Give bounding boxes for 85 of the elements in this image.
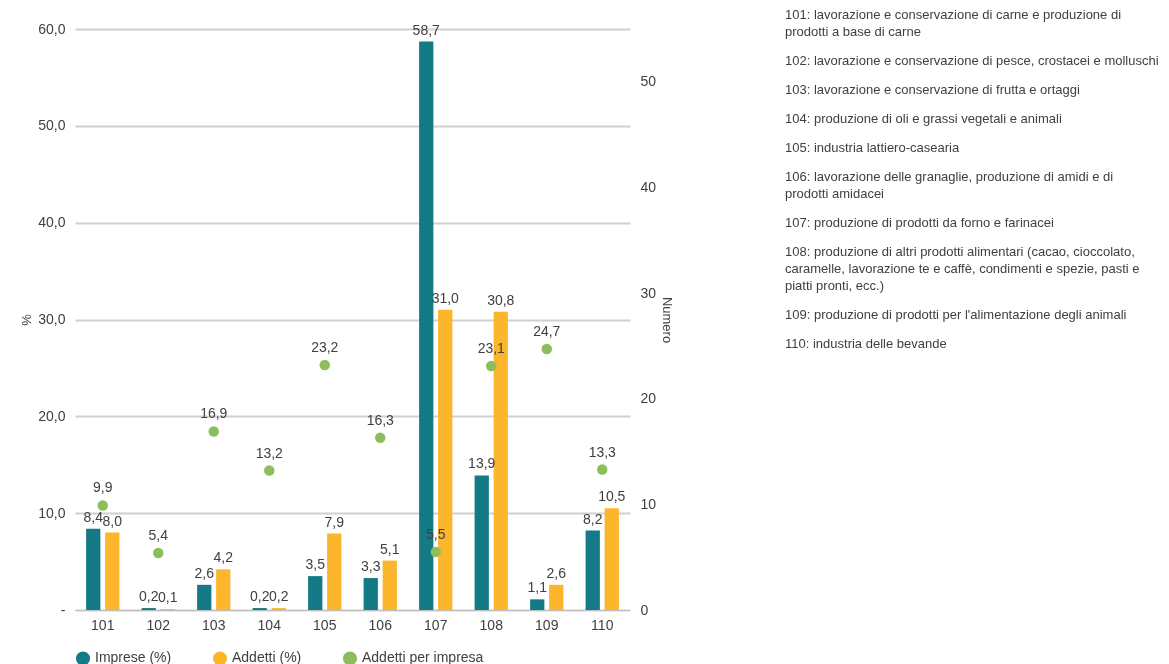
- y-tick-label: 10,0: [38, 504, 66, 521]
- data-label: 8,2: [583, 510, 603, 527]
- y2-tick-label: 50: [640, 73, 657, 90]
- data-label: 30,8: [487, 291, 515, 308]
- data-label: 2,6: [194, 564, 215, 581]
- x-tick-label: 105: [313, 616, 337, 633]
- y2-tick-label: 0: [640, 601, 649, 618]
- y-tick-label: -: [60, 601, 66, 618]
- x-tick-label: 102: [146, 616, 171, 633]
- data-label: 1,1: [527, 579, 548, 596]
- data-label: 2,6: [546, 564, 567, 581]
- bar: [197, 584, 212, 610]
- data-label: 9,9: [93, 479, 113, 496]
- y-tick-label: 40,0: [38, 214, 66, 231]
- bar: [474, 475, 489, 610]
- bar: [308, 576, 323, 610]
- data-label: 23,2: [311, 338, 339, 355]
- data-label: 3,5: [305, 556, 326, 573]
- data-label: 8,4: [83, 508, 104, 525]
- bar: [105, 532, 120, 610]
- point: [264, 465, 275, 476]
- point: [319, 359, 330, 371]
- point: [208, 426, 219, 437]
- point: [97, 500, 108, 511]
- data-label: 4,2: [213, 549, 234, 566]
- data-label: 0,1: [158, 589, 178, 606]
- text: 109: produzione di prodotti per l'alimentazione degli animali: [785, 306, 1128, 323]
- bar: [86, 528, 101, 610]
- data-label: 0,2: [139, 588, 159, 605]
- data-label: 7,9: [324, 513, 345, 530]
- y-axis-title: %: [19, 313, 35, 326]
- data-label: 3,3: [361, 558, 381, 575]
- data-label: 58,7: [412, 21, 441, 38]
- data-label: 5,4: [148, 526, 169, 543]
- x-tick-label: 106: [368, 616, 393, 633]
- bar: [585, 530, 600, 610]
- y-tick-label: 50,0: [38, 117, 66, 134]
- point: [430, 546, 441, 558]
- bar: [549, 584, 564, 610]
- text: 107: produzione di prodotti da forno e farinacei: [785, 214, 1055, 231]
- text: 105: industria lattiero-casearia: [785, 139, 961, 156]
- data-label: 13,2: [255, 444, 284, 461]
- data-label: 5,5: [426, 525, 446, 542]
- text: 102: lavorazione e conservazione di pesce, crostacei e molluschi: [785, 52, 1160, 69]
- point: [541, 343, 552, 355]
- bar: [604, 508, 619, 610]
- text: 103: lavorazione e conservazione di frutta e ortaggi: [785, 81, 1081, 98]
- data-label: 8,0: [102, 512, 123, 529]
- y2-tick-label: 10: [640, 495, 657, 512]
- y-tick-label: 60,0: [38, 20, 66, 37]
- y2-tick-label: 30: [640, 284, 657, 301]
- data-label: 0,2: [250, 588, 270, 605]
- text: 106: lavorazione delle granaglie, produzione di amidi e di prodotti amidacei: [785, 168, 1115, 202]
- data-label: 13,3: [588, 443, 617, 460]
- x-tick-label: 104: [257, 616, 282, 633]
- x-tick-label: 107: [424, 616, 448, 633]
- point: [375, 432, 386, 444]
- point: [153, 547, 164, 559]
- y-tick-label: 20,0: [38, 407, 66, 424]
- x-tick-label: 109: [535, 616, 559, 633]
- data-label: 16,9: [200, 405, 228, 422]
- data-label: 10,5: [598, 488, 626, 505]
- bar: [382, 560, 397, 610]
- text: 101: lavorazione e conservazione di carne e produzione di prodotti a base di carne: [785, 6, 1123, 40]
- data-label: 24,7: [533, 323, 561, 340]
- text: 104: produzione di oli e grassi vegetali e animali: [785, 110, 1063, 127]
- bar: [530, 599, 545, 610]
- data-label: 0,2: [269, 588, 289, 605]
- data-label: 16,3: [366, 411, 395, 428]
- bar: [327, 533, 342, 610]
- y2-tick-label: 20: [640, 390, 657, 407]
- y2-axis-title: Numero: [660, 296, 676, 344]
- x-tick-label: 103: [202, 616, 226, 633]
- x-tick-label: 108: [479, 616, 504, 633]
- text: 110: industria delle bevande: [785, 335, 948, 352]
- data-label: 5,1: [380, 540, 400, 557]
- text: 108: produzione di altri prodotti alimentari (cacao, cioccolato, caramelle, lavorazione te e caffè, condimenti e spezie, pasti e piatti pronti, ecc.): [785, 243, 1141, 294]
- bar: [216, 569, 231, 610]
- point: [597, 464, 608, 475]
- x-tick-label: 110: [591, 616, 614, 633]
- point: [486, 360, 497, 372]
- y-tick-label: 30,0: [38, 311, 66, 327]
- x-tick-label: 101: [91, 616, 115, 633]
- bar: [363, 578, 378, 610]
- y2-tick-label: 40: [640, 178, 657, 195]
